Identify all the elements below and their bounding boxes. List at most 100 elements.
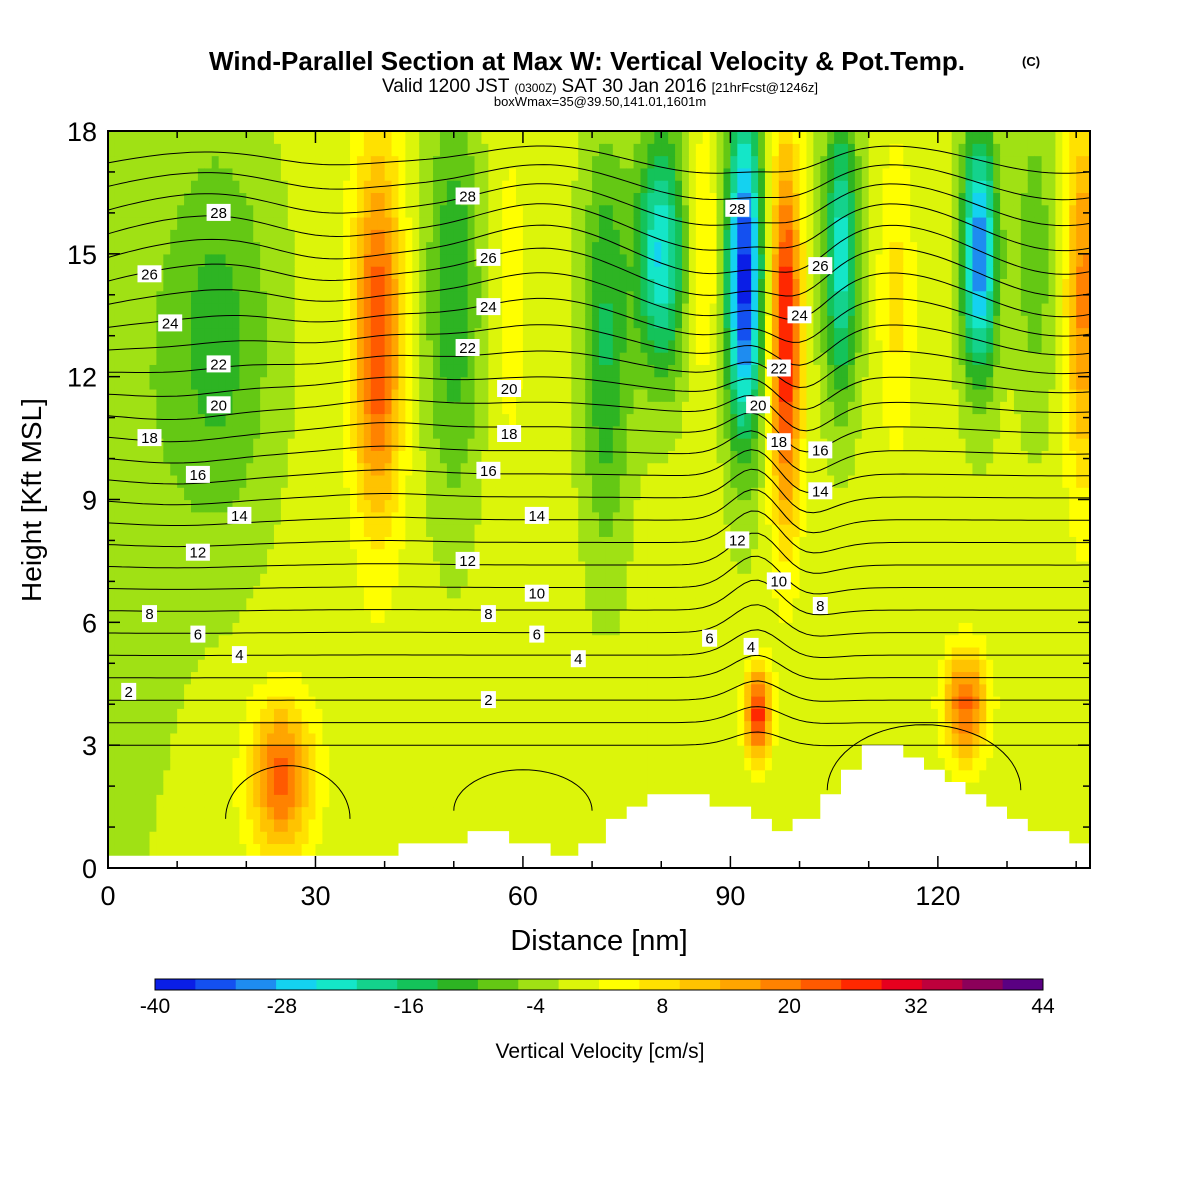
velocity-cell <box>605 524 614 537</box>
velocity-cell <box>211 241 220 255</box>
velocity-cell <box>481 560 489 574</box>
velocity-cell <box>550 474 559 488</box>
velocity-cell <box>287 302 296 316</box>
velocity-cell <box>592 241 600 255</box>
velocity-cell <box>647 216 655 230</box>
velocity-cell <box>522 352 531 365</box>
velocity-cell <box>114 438 123 451</box>
velocity-cell <box>350 376 358 390</box>
velocity-cell <box>267 180 275 194</box>
velocity-cell <box>108 794 116 808</box>
velocity-cell <box>578 585 586 599</box>
velocity-cell <box>225 573 234 587</box>
velocity-cell <box>170 708 178 722</box>
velocity-cell <box>343 818 351 832</box>
velocity-cell <box>239 180 247 194</box>
velocity-cell <box>661 376 669 390</box>
velocity-cell <box>322 634 330 648</box>
velocity-cell <box>661 769 669 783</box>
velocity-cell <box>412 560 420 574</box>
velocity-cell <box>592 180 600 194</box>
velocity-cell <box>142 548 151 562</box>
velocity-cell <box>446 438 455 451</box>
velocity-cell <box>273 696 282 709</box>
velocity-cell <box>343 585 351 599</box>
velocity-cell <box>267 131 275 144</box>
velocity-cell <box>433 548 441 562</box>
velocity-cell <box>211 757 220 771</box>
velocity-cell <box>287 745 296 759</box>
velocity-cell <box>280 818 289 832</box>
velocity-cell <box>163 290 171 304</box>
velocity-cell <box>301 167 310 181</box>
velocity-cell <box>605 782 614 795</box>
velocity-cell <box>301 634 310 648</box>
velocity-cell <box>308 278 317 292</box>
velocity-cell <box>156 499 164 513</box>
velocity-cell <box>121 204 130 218</box>
velocity-cell <box>647 180 655 194</box>
velocity-cell <box>550 315 559 329</box>
velocity-cell <box>550 364 559 378</box>
velocity-cell <box>502 610 510 623</box>
velocity-cell <box>578 462 586 476</box>
velocity-cell <box>114 143 123 157</box>
velocity-cell <box>142 597 151 611</box>
velocity-cell <box>287 782 296 795</box>
velocity-cell <box>267 757 275 771</box>
velocity-cell <box>329 708 337 722</box>
velocity-cell <box>253 708 261 722</box>
velocity-cell <box>253 843 261 857</box>
velocity-cell <box>121 597 130 611</box>
velocity-cell <box>529 253 538 267</box>
velocity-cell <box>280 131 289 144</box>
velocity-cell <box>135 646 144 660</box>
velocity-cell <box>391 732 400 746</box>
velocity-cell <box>287 167 296 181</box>
velocity-cell <box>377 597 386 611</box>
velocity-cell <box>253 204 261 218</box>
velocity-cell <box>343 794 351 808</box>
velocity-cell <box>108 278 116 292</box>
velocity-cell <box>661 524 669 537</box>
velocity-cell <box>654 462 662 476</box>
velocity-cell <box>343 831 351 845</box>
velocity-cell <box>654 769 662 783</box>
velocity-cell <box>356 818 365 832</box>
velocity-cell <box>405 597 413 611</box>
velocity-cell <box>246 831 254 845</box>
velocity-cell <box>536 696 545 709</box>
velocity-cell <box>488 376 496 390</box>
velocity-cell <box>481 216 489 230</box>
velocity-cell <box>619 585 628 599</box>
velocity-cell <box>329 229 337 243</box>
velocity-cell <box>260 438 268 451</box>
velocity-cell <box>557 610 566 623</box>
velocity-cell <box>190 180 199 194</box>
velocity-cell <box>453 732 462 746</box>
velocity-cell <box>142 253 151 267</box>
velocity-cell <box>495 806 503 820</box>
velocity-cell <box>571 511 579 525</box>
velocity-cell <box>343 339 351 353</box>
velocity-cell <box>190 794 199 808</box>
velocity-cell <box>668 560 676 574</box>
velocity-cell <box>398 646 406 660</box>
velocity-cell <box>190 216 199 230</box>
velocity-cell <box>516 732 524 746</box>
velocity-cell <box>502 683 510 697</box>
velocity-cell <box>232 413 240 427</box>
velocity-cell <box>322 843 330 857</box>
velocity-cell <box>384 278 393 292</box>
velocity-cell <box>585 548 593 562</box>
velocity-cell <box>578 757 586 771</box>
velocity-cell <box>190 253 199 267</box>
velocity-cell <box>121 499 130 513</box>
velocity-cell <box>398 573 406 587</box>
velocity-cell <box>626 794 635 808</box>
velocity-cell <box>315 757 323 771</box>
velocity-cell <box>370 794 379 808</box>
velocity-cell <box>460 573 469 587</box>
velocity-cell <box>460 364 469 378</box>
velocity-cell <box>177 155 185 169</box>
